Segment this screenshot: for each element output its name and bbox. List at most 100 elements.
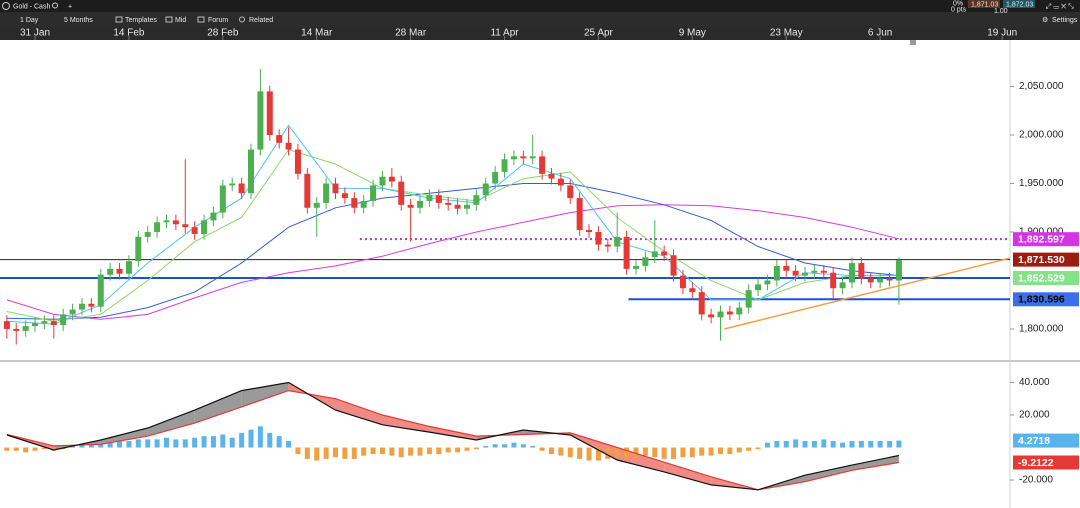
histogram-bar — [257, 426, 263, 448]
forum-icon — [197, 16, 205, 23]
macd-fill — [194, 390, 242, 424]
candle-body — [783, 265, 790, 271]
level-label: 1,871.530 — [1018, 254, 1065, 266]
related-button[interactable]: Related — [249, 17, 273, 24]
forum-button[interactable]: Forum — [208, 17, 228, 24]
histogram-bar — [295, 447, 301, 455]
candle-body — [492, 171, 499, 184]
histogram-bar — [88, 444, 94, 448]
candle-body — [454, 204, 461, 209]
window-controls[interactable]: ⤢ ▭ ✕ ⤡ — [1046, 3, 1074, 10]
histogram-bar — [896, 440, 902, 448]
histogram-bar — [774, 441, 780, 448]
candle-body — [482, 183, 489, 196]
candle-body — [50, 321, 57, 326]
histogram-bar — [286, 441, 292, 448]
level-label: 1,830.596 — [1018, 294, 1065, 306]
histogram-bar — [4, 447, 10, 451]
candle-body — [304, 173, 311, 208]
histogram-bar — [783, 441, 789, 448]
candle-body — [717, 311, 724, 318]
candle-body — [623, 236, 630, 269]
histogram-bar — [13, 447, 19, 451]
search-icon[interactable] — [52, 2, 58, 9]
histogram-bar — [426, 447, 432, 455]
candle-body — [651, 251, 658, 258]
histogram-bar — [605, 447, 611, 459]
settings-icon[interactable]: ⚙ — [1042, 16, 1048, 24]
buy-box[interactable] — [1003, 0, 1035, 8]
x-tick-label: 23 May — [770, 28, 803, 39]
candle-body — [294, 149, 301, 174]
histogram-bar — [342, 447, 348, 459]
histogram-bar — [417, 447, 423, 456]
histogram-bar — [614, 447, 620, 458]
candle-body — [604, 244, 611, 247]
candle-body — [341, 193, 348, 199]
candle-body — [764, 280, 771, 285]
histogram-bar — [727, 447, 733, 455]
candle-body — [576, 198, 583, 231]
button-bar — [0, 12, 1080, 27]
ma-line — [6, 204, 900, 320]
histogram-bar — [718, 447, 724, 455]
histogram-bar — [210, 436, 216, 448]
histogram-bar — [464, 447, 470, 451]
now-marker — [910, 40, 916, 45]
histogram-bar — [229, 437, 235, 448]
level-label-box — [1013, 455, 1079, 470]
histogram-bar — [530, 445, 536, 448]
candle-body — [632, 265, 639, 269]
histogram-bar — [408, 447, 414, 456]
sell-box[interactable] — [968, 0, 1000, 8]
histogram-bar — [323, 447, 329, 459]
candle-body — [689, 288, 696, 293]
candle-body — [858, 263, 865, 279]
level-label: 1,852.529 — [1018, 272, 1065, 284]
level-label-box — [1013, 292, 1079, 307]
x-tick-label: 28 Feb — [207, 28, 239, 39]
candle-body — [32, 323, 39, 327]
histogram-bar — [821, 439, 827, 448]
candle-body — [60, 314, 67, 326]
mid-button[interactable]: Mid — [175, 17, 186, 24]
candle-body — [539, 156, 546, 174]
histogram-bar — [473, 447, 479, 450]
y-tick-label: 1,900.000 — [1019, 227, 1064, 238]
instrument[interactable]: Gold - Cash — [13, 3, 50, 10]
candle-body — [839, 282, 846, 289]
candle-body — [670, 255, 677, 276]
range-button[interactable]: 5 Months — [64, 17, 93, 24]
candle-body — [78, 303, 85, 310]
level-label-box — [1013, 232, 1079, 247]
add-tab[interactable]: + — [68, 3, 72, 10]
settings-button[interactable]: Settings — [1052, 17, 1078, 24]
candle-body — [407, 204, 414, 208]
candle-body — [548, 173, 555, 179]
templates-button[interactable]: Templates — [125, 17, 157, 24]
y-tick-label: 1,800.000 — [1019, 324, 1064, 335]
histogram-bar — [379, 447, 385, 455]
histogram-bar — [70, 445, 76, 448]
histogram-bar — [802, 441, 808, 448]
histogram-bar — [98, 442, 104, 448]
histogram-bar — [511, 442, 517, 448]
histogram-bar — [32, 447, 38, 451]
candle-body — [191, 227, 198, 234]
change-pct: 0% — [953, 0, 963, 7]
histogram-bar — [868, 441, 874, 448]
candle-body — [736, 307, 743, 315]
candle-body — [792, 270, 799, 276]
candle-body — [445, 202, 452, 205]
histogram-bar — [671, 447, 677, 459]
buy-price[interactable]: 1,872.03 — [1006, 1, 1033, 8]
candle-body — [276, 135, 283, 143]
sell-price[interactable]: 1,871.03 — [971, 1, 998, 8]
histogram-bar — [558, 447, 564, 456]
candle-body — [520, 156, 527, 159]
candle-body — [247, 149, 254, 194]
histogram-bar — [502, 444, 508, 448]
interval-button[interactable]: 1 Day — [20, 17, 39, 24]
histogram-bar — [624, 447, 630, 459]
